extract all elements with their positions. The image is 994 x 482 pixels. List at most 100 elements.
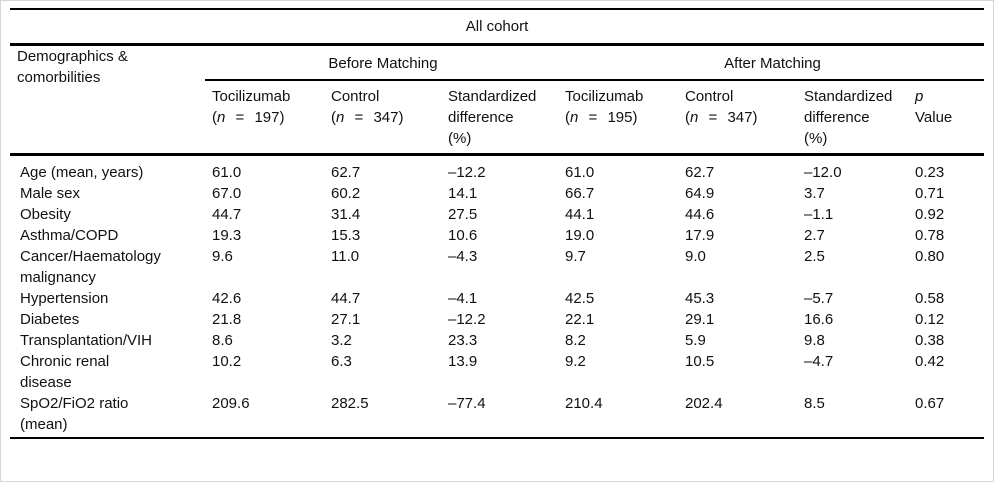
cell-value: 2.5: [804, 248, 825, 265]
cell-value: 10.6: [448, 227, 478, 244]
row-label-cell: Transplantation/VIH: [10, 330, 205, 351]
row-label-cell: Chronic renal disease: [10, 351, 205, 393]
cell-value: –4.1: [448, 290, 478, 307]
row-label-cell: Diabetes: [10, 309, 205, 330]
cell-value: –12.2: [448, 311, 486, 328]
cell-value: 23.3: [448, 332, 478, 349]
table-row: Diabetes 21.8 27.1 –12.2 22.1 29.1 16.6 …: [10, 309, 984, 330]
cell-value: 0.71: [915, 185, 945, 202]
cell-value: 16.6: [804, 311, 834, 328]
cell-value: 19.0: [565, 227, 595, 244]
row-label: Hypertension: [20, 290, 109, 307]
cell-value: –77.4: [441, 393, 558, 439]
cell-value: 61.0: [565, 164, 595, 181]
row-label: Transplantation/VIH: [20, 332, 153, 349]
table-row: Age (mean, years) 61.0 62.7 –12.2 61.0 6…: [10, 155, 984, 184]
column-header-control-after: Control (n = 347): [678, 80, 797, 156]
cell-value: 31.4: [331, 206, 361, 223]
cell-value: 0.38: [915, 332, 945, 349]
cell-value: 42.5: [565, 290, 595, 307]
column-n-count: (n = 197): [212, 109, 285, 126]
column-name: Control: [685, 88, 734, 105]
table-row: Hypertension 42.6 44.7 –4.1 42.5 45.3 –5…: [10, 288, 984, 309]
row-label: SpO2/FiO2 ratio (mean): [20, 395, 129, 433]
cell-value: 0.58: [915, 290, 945, 307]
row-label-cell: Hypertension: [10, 288, 205, 309]
row-label: Chronic renal disease: [20, 353, 110, 391]
cell-value: 210.4: [558, 393, 678, 439]
cell-value: 19.3: [212, 227, 242, 244]
cell-value: 11.0: [331, 248, 360, 265]
column-name: Standardized difference (%): [448, 88, 537, 147]
cell-value: –4.3: [448, 248, 478, 265]
p-word: Value: [915, 109, 953, 126]
row-label-cell: Cancer/Haematology malignancy: [10, 246, 205, 288]
table-row: Obesity 44.7 31.4 27.5 44.1 44.6 –1.1 0.…: [10, 204, 984, 225]
cell-value: –4.7: [804, 353, 834, 370]
cell-value: 0.78: [915, 227, 945, 244]
cell-value: 27.5: [448, 206, 478, 223]
cohort-title-row: All cohort: [10, 8, 985, 46]
cell-value: 8.5: [797, 393, 908, 439]
cell-value: 0.67: [908, 393, 985, 439]
cell-value: –12.0: [804, 164, 842, 181]
column-name: Standardized difference (%): [804, 88, 893, 147]
column-n-count: (n = 347): [685, 109, 758, 126]
cell-value: 64.9: [685, 185, 715, 202]
cell-value: –12.2: [448, 164, 486, 181]
cell-value: 62.7: [685, 164, 715, 181]
cell-value: 10.5: [685, 353, 715, 370]
cell-value: 6.3: [331, 353, 352, 370]
cell-value: 282.5: [324, 393, 441, 439]
cell-value: 62.7: [331, 164, 361, 181]
cell-value: 17.9: [685, 227, 715, 244]
cell-value: 2.7: [804, 227, 825, 244]
row-header-label: Demographics & comorbilities: [17, 48, 128, 86]
cell-value: 209.6: [205, 393, 324, 439]
table-row: Cancer/Haematology malignancy 9.6 11.0 –…: [10, 246, 984, 288]
cell-value: 14.1: [448, 185, 478, 202]
cell-value: 0.92: [915, 206, 945, 223]
cell-value: 61.0: [212, 164, 242, 181]
cell-value: 0.23: [915, 164, 945, 181]
table-row: SpO2/FiO2 ratio (mean) 209.6 282.5 –77.4…: [10, 393, 985, 439]
cell-value: 5.9: [685, 332, 706, 349]
cell-value: 44.7: [212, 206, 242, 223]
cell-value: 29.1: [685, 311, 715, 328]
row-label: Diabetes: [20, 311, 80, 328]
row-label: Cancer/Haematology malignancy: [20, 248, 161, 286]
cell-value: 66.7: [565, 185, 595, 202]
cell-value: 3.7: [804, 185, 825, 202]
column-name: Tocilizumab: [565, 88, 644, 105]
column-name: Control: [331, 88, 380, 105]
cell-value: 0.42: [915, 353, 945, 370]
cell-value: 27.1: [331, 311, 361, 328]
row-label: Obesity: [20, 206, 71, 223]
row-label-cell: Age (mean, years): [10, 155, 205, 184]
row-label-cell: Obesity: [10, 204, 205, 225]
row-label-cell: Asthma/COPD: [10, 225, 205, 246]
cell-value: 10.2: [212, 353, 242, 370]
table-row: Chronic renal disease 10.2 6.3 13.9 9.2 …: [10, 351, 984, 393]
cell-value: 42.6: [212, 290, 242, 307]
cell-value: 45.3: [685, 290, 715, 307]
table-row: Transplantation/VIH 8.6 3.2 23.3 8.2 5.9…: [10, 330, 984, 351]
group-header-after: After Matching: [558, 44, 985, 81]
table-row: Male sex 67.0 60.2 14.1 66.7 64.9 3.7 0.…: [10, 183, 984, 204]
p-symbol: p: [915, 88, 924, 105]
cell-value: 21.8: [212, 311, 242, 328]
group-header-row: Demographics & comorbilities Before Matc…: [10, 44, 985, 156]
column-header-tocilizumab-before: Tocilizumab (n = 197): [205, 80, 324, 156]
cell-value: 13.9: [448, 353, 478, 370]
column-header-std-diff-before: Standardized difference (%): [441, 80, 558, 156]
cell-value: 9.8: [804, 332, 825, 349]
cell-value: 3.2: [331, 332, 352, 349]
row-label: Age (mean, years): [20, 164, 144, 181]
cell-value: 22.1: [565, 311, 595, 328]
cell-value: –1.1: [804, 206, 834, 223]
group-header-before: Before Matching: [205, 44, 558, 81]
cell-value: 9.2: [565, 353, 586, 370]
cell-value: 9.0: [685, 248, 706, 265]
cohort-title: All cohort: [10, 8, 985, 46]
